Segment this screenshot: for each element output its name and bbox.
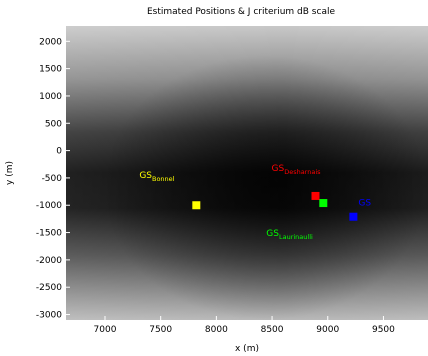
y-tick-label: -2000 [36,256,62,266]
position-marker [192,201,201,210]
x-tick-label: 9500 [372,325,395,335]
position-label-main: GS [272,164,285,174]
y-tick-label: -2500 [36,283,62,293]
position-label-main: GS [358,199,371,209]
position-label: GSLaurinaulli [266,229,313,241]
y-tick-label: -500 [42,174,63,184]
heatmap-shade-center [66,26,428,320]
x-tick-label: 9000 [316,325,339,335]
position-marker [349,212,358,221]
y-tick-label: -1000 [36,201,62,211]
y-tick-label: 500 [45,119,62,129]
position-label-main: GS [139,171,152,181]
position-marker [311,191,320,200]
y-tick-label: 1000 [39,92,62,102]
position-label-sub: Bonnel [152,175,175,183]
x-tick-label: 8500 [261,325,284,335]
heatmap-area [66,26,428,320]
x-axis-ticks: 7000 7500 8000 8500 9000 9500 [94,316,395,335]
x-axis-label: x (m) [235,344,259,354]
x-tick-label: 8000 [205,325,228,335]
x-tick-label: 7500 [149,325,172,335]
position-label: GS [358,199,371,209]
y-tick-label: -3000 [36,311,62,321]
y-tick-label: 1500 [39,65,62,75]
chart-title: Estimated Positions & J criterium dB sca… [147,7,335,17]
y-tick-label: 0 [56,147,62,157]
position-label: GSDesharnais [272,164,322,176]
position-label-sub: Desharnais [284,168,321,176]
y-tick-label: 2000 [39,37,62,47]
y-axis-label: y (m) [5,161,15,185]
position-label: GSBonnel [139,171,174,183]
y-axis-ticks: 2000 1500 1000 500 0 -500 -1000 -1500 -2000 -2500… [36,37,70,321]
position-label-sub: Laurinaulli [279,233,313,241]
y-tick-label: -1500 [36,229,62,239]
position-label-main: GS [266,229,279,239]
position-marker [319,199,328,208]
x-tick-label: 7000 [94,325,117,335]
